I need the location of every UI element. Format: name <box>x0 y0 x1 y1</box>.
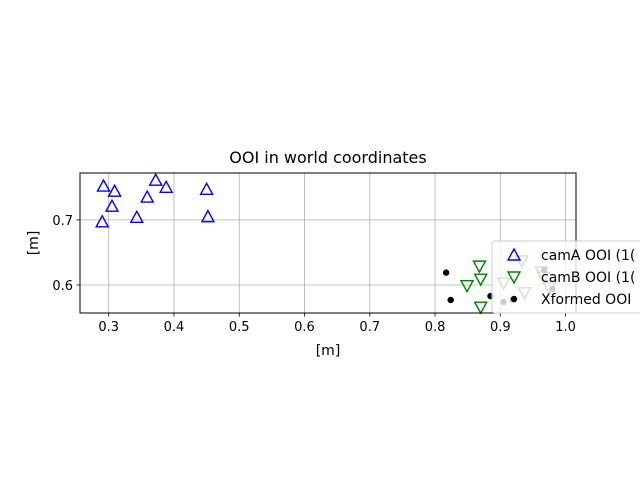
series-1-point <box>158 179 174 194</box>
x-axis-label: [m] <box>316 343 341 359</box>
y-tick-label: 0.7 <box>52 214 73 229</box>
series-1-point <box>104 198 120 212</box>
series-2-point <box>473 273 488 287</box>
series-1-point <box>96 178 111 192</box>
x-tick-label: 0.6 <box>294 320 315 335</box>
series-3-point <box>442 269 450 276</box>
y-axis-label: [m] <box>26 231 42 256</box>
legend-marker-1 <box>506 247 522 261</box>
legend-frame <box>491 240 640 314</box>
series-1-point <box>199 181 214 195</box>
y-tick-label: 0.6 <box>52 279 73 294</box>
series-1-point <box>140 189 155 203</box>
legend: camA OOI (1( camB OOI (1( Xformed OOI <box>491 240 640 314</box>
series-1-point <box>148 172 163 186</box>
legend-marker-2 <box>506 271 522 285</box>
series-1-point <box>95 214 110 228</box>
series-2-point <box>472 260 487 274</box>
x-tick-label: 1.0 <box>555 320 576 335</box>
x-tick-label: 0.9 <box>490 320 511 335</box>
legend-marker-3 <box>510 295 518 303</box>
x-tick-label: 0.3 <box>98 320 119 335</box>
legend-label-2: camB OOI (1( <box>541 270 635 286</box>
legend-label-1: camA OOI (1( <box>541 248 635 264</box>
chart-title: OOI in world coordinates <box>229 148 426 167</box>
series-3-point <box>447 296 454 304</box>
series-1-point <box>107 183 122 197</box>
legend-label-3: Xformed OOI <box>541 292 631 308</box>
x-tick-label: 0.5 <box>229 320 250 335</box>
series-2-point <box>473 301 488 315</box>
series-2-point <box>459 279 475 294</box>
x-tick-label: 0.7 <box>359 320 380 335</box>
series-1-point <box>200 209 216 223</box>
series-1-point <box>129 209 144 223</box>
x-tick-label: 0.4 <box>164 320 185 335</box>
x-tick-label: 0.8 <box>425 320 446 335</box>
axis-ticks: 0.3 0.4 0.5 0.6 0.7 0.8 0.9 1.0 0.6 0.7 <box>52 214 576 335</box>
